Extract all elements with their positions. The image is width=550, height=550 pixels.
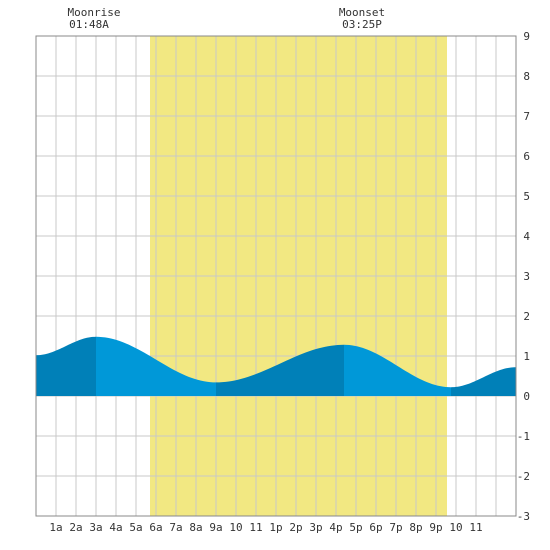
x-tick-label: 8p	[409, 521, 422, 534]
x-tick-label: 9a	[209, 521, 222, 534]
x-tick-label: 4p	[329, 521, 342, 534]
y-tick-label: 2	[523, 310, 530, 323]
moonrise-time: 01:48A	[69, 18, 109, 31]
x-tick-label: 1a	[49, 521, 62, 534]
y-tick-label: 6	[523, 150, 530, 163]
x-tick-label: 5p	[349, 521, 362, 534]
x-tick-label: 4a	[109, 521, 122, 534]
y-tick-label: 0	[523, 390, 530, 403]
x-tick-label: 3p	[309, 521, 322, 534]
tide-rising-segment	[451, 367, 516, 396]
x-tick-label: 8a	[189, 521, 202, 534]
x-tick-label: 10	[449, 521, 462, 534]
y-tick-label: 8	[523, 70, 530, 83]
y-tick-label: 9	[523, 30, 530, 43]
x-tick-label: 5a	[129, 521, 142, 534]
y-tick-label: 5	[523, 190, 530, 203]
moonset-time: 03:25P	[342, 18, 382, 31]
x-tick-label: 1p	[269, 521, 282, 534]
y-tick-label: -3	[517, 510, 530, 523]
x-tick-label: 6p	[369, 521, 382, 534]
y-tick-label: 7	[523, 110, 530, 123]
x-tick-label: 6a	[149, 521, 162, 534]
x-tick-label: 11	[469, 521, 482, 534]
y-tick-label: -2	[517, 470, 530, 483]
x-tick-label: 3a	[89, 521, 102, 534]
tide-falling-segment	[96, 336, 216, 396]
x-tick-label: 2a	[69, 521, 82, 534]
plot-frame	[35, 35, 517, 517]
x-tick-label: 11	[249, 521, 262, 534]
x-tick-label: 2p	[289, 521, 302, 534]
tide-falling-segment	[344, 344, 451, 396]
x-tick-label: 7a	[169, 521, 182, 534]
y-tick-label: 1	[523, 350, 530, 363]
moonrise-title: Moonrise	[68, 6, 121, 19]
x-tick-label: 10	[229, 521, 242, 534]
y-tick-label: 4	[523, 230, 530, 243]
moonset-title: Moonset	[339, 6, 385, 19]
y-tick-label: -1	[517, 430, 530, 443]
tide-rising-segment	[36, 336, 96, 396]
x-tick-label: 7p	[389, 521, 402, 534]
tide-rising-segment	[216, 344, 344, 396]
y-tick-label: 3	[523, 270, 530, 283]
x-tick-label: 9p	[429, 521, 442, 534]
